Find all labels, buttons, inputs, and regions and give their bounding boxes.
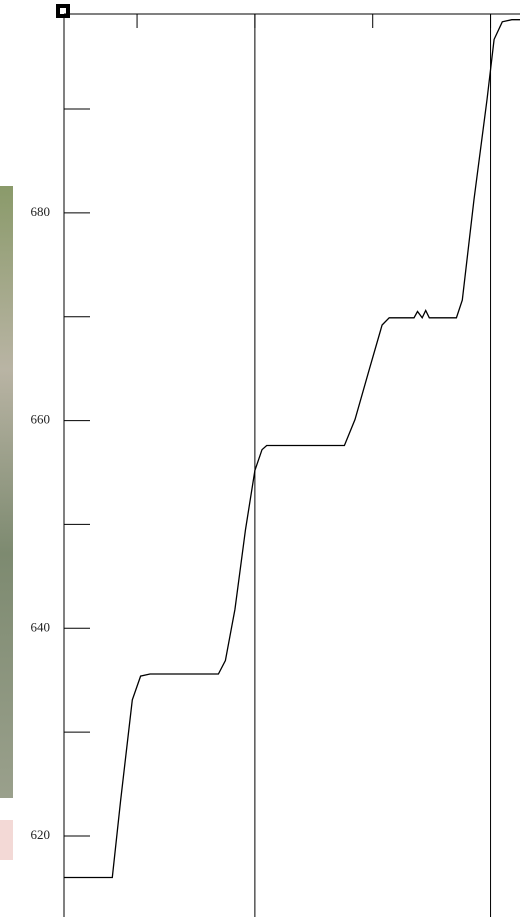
background-photo-strip: [0, 820, 13, 860]
y-tick-label: 660: [31, 412, 51, 427]
corner-handle: [60, 8, 66, 14]
background-photo-strip: [0, 186, 13, 798]
y-tick-label: 680: [31, 204, 51, 219]
y-tick-label: 640: [31, 619, 51, 634]
data-line: [64, 19, 520, 879]
y-tick-label: 620: [31, 827, 51, 842]
